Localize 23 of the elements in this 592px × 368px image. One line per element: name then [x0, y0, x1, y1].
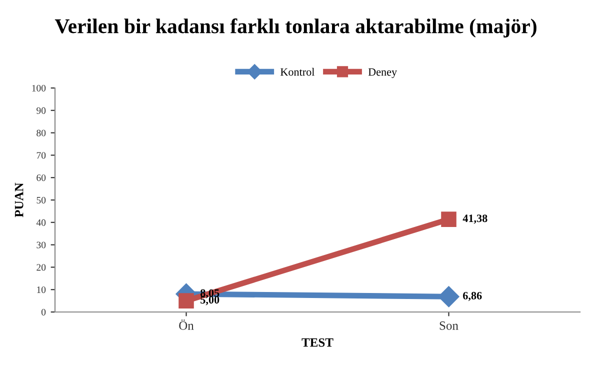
y-tick-label: 0 — [41, 308, 46, 316]
point — [441, 212, 456, 227]
legend-label: Deney — [368, 68, 398, 78]
y-tick-label: 40 — [36, 219, 46, 226]
legend-label: Kontrol — [280, 68, 315, 76]
x-tick-label: Ön — [179, 320, 194, 330]
x-axis-title: TEST — [302, 338, 334, 347]
data-label: 5,00 — [200, 296, 220, 306]
y-tick-label: 50 — [36, 196, 46, 204]
y-tick-label: 20 — [36, 264, 46, 271]
chart-title: Verilen bir kadansı farklı tonlara aktarabilme (majör) — [54, 18, 536, 38]
data-label: 6,86 — [463, 292, 482, 302]
y-tick-label: 10 — [37, 286, 46, 294]
y-tick-label: 30 — [36, 242, 46, 248]
data-label: 41,38 — [462, 214, 488, 224]
point — [178, 293, 194, 308]
y-tick-label: 70 — [36, 152, 46, 159]
x-tick-label: Son — [440, 321, 458, 330]
y-axis-title: PUAN — [14, 182, 24, 218]
y-tick-label: 60 — [36, 174, 46, 182]
y-tick-label: 90 — [36, 107, 46, 114]
y-tick-label: 100 — [32, 84, 46, 92]
y-tick-label: 80 — [36, 130, 46, 136]
